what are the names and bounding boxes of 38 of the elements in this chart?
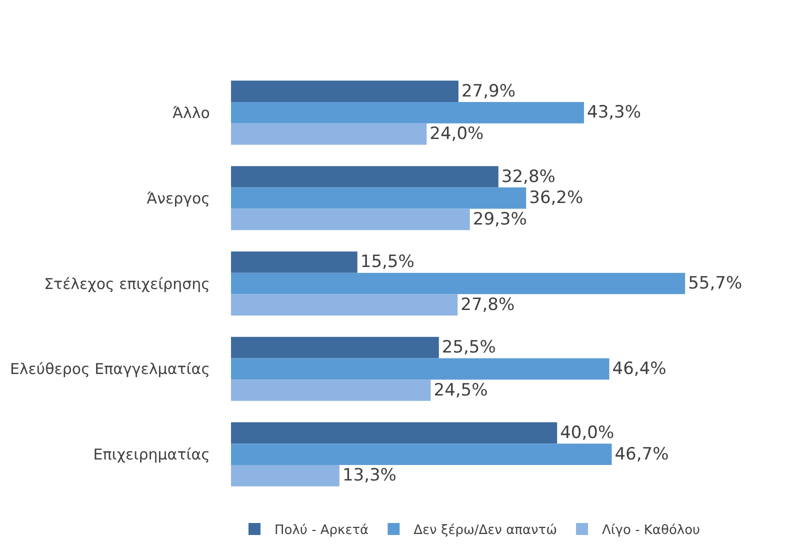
bar [231,464,340,486]
data-label: 25,5% [442,338,496,358]
bar [231,208,470,230]
data-label: 13,3% [342,466,396,486]
bar [231,80,458,102]
legend-label: Δεν ξέρω/Δεν απαντώ [414,523,558,538]
bar [231,123,427,145]
data-label: 15,5% [360,252,414,272]
bar [231,336,439,358]
y-tick-label: Άνεργος [146,189,210,208]
bar [231,380,431,401]
y-tick-label: Επιχειρηματίας [93,446,210,464]
bar [231,187,526,209]
bar [231,422,558,444]
bar [231,358,610,380]
legend-label: Λίγο - Καθόλου [602,523,700,538]
bar [231,102,584,124]
data-label: 40,0% [560,422,614,443]
data-label: 36,2% [529,188,584,208]
bar [231,294,458,316]
data-label: 24,0% [430,124,484,144]
data-label: 46,7% [614,444,669,464]
y-tick-label: Στέλεχος επιχείρησης [44,274,210,293]
data-label: 46,4% [612,358,666,379]
y-tick-label: Ελεύθερος Επαγγελματίας [10,360,210,378]
data-label: 27,9% [461,81,516,102]
data-label: 43,3% [587,102,642,123]
data-label: 24,5% [434,380,488,400]
y-tick-label: Άλλο [172,104,210,122]
bar [231,251,358,273]
data-label: 29,3% [472,209,527,230]
bar [231,166,498,188]
data-label: 32,8% [501,166,556,187]
bar [231,444,612,465]
bar [231,272,686,294]
data-label: 55,7% [688,274,742,294]
data-label: 27,8% [460,294,515,315]
legend-label: Πολύ - Αρκετά [274,523,369,538]
